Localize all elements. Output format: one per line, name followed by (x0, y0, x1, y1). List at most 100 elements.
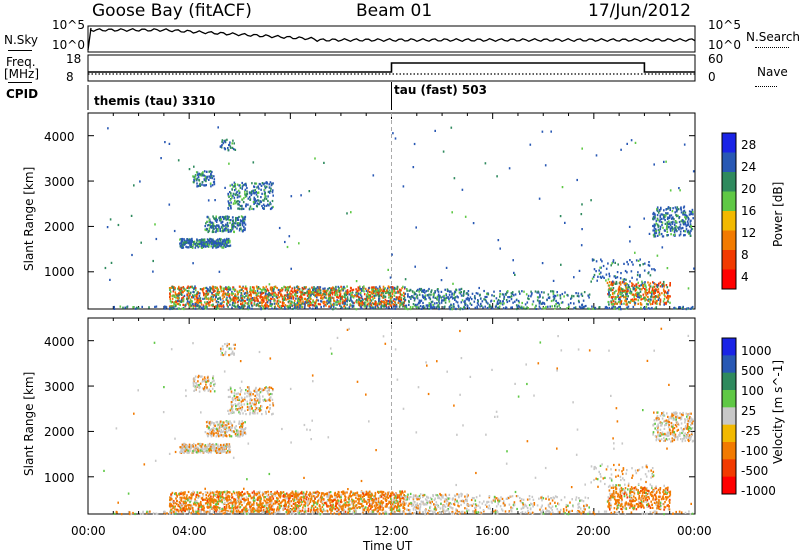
scatter-cell (173, 295, 176, 298)
scatter-cell (256, 290, 259, 293)
scatter-cell (358, 292, 360, 295)
scatter-cell (636, 286, 638, 289)
scatter-cell (642, 293, 645, 296)
scatter-cell (678, 220, 681, 224)
scatter-cell (228, 507, 231, 510)
scatter-cell (366, 303, 369, 306)
scatter-cell (197, 184, 200, 188)
scatter-cell (229, 204, 232, 208)
scatter-cell (568, 305, 570, 308)
scatter-cell (625, 300, 627, 303)
scatter-cell (595, 154, 598, 157)
scatter-cell (339, 292, 342, 295)
scatter-cell (198, 495, 201, 498)
scatter-cell (369, 306, 372, 309)
scatter-cell (268, 204, 270, 207)
scatter-cell (378, 285, 381, 288)
scatter-cell (631, 299, 634, 302)
scatter-cell (186, 246, 188, 249)
scatter-cell (564, 221, 566, 224)
scatter-cell (663, 302, 666, 305)
scatter-cell (612, 280, 614, 283)
scatter-cell (263, 188, 266, 191)
scatter-cell (240, 299, 243, 302)
scatter-cell (553, 294, 556, 297)
scatter-cell (390, 300, 393, 303)
scatter-cell (169, 498, 171, 502)
scatter-cell (273, 302, 276, 305)
scatter-cell (531, 292, 533, 295)
scatter-cell (241, 216, 244, 219)
scatter-cell (211, 298, 214, 301)
scatter-cell (272, 497, 274, 500)
scatter-cell (401, 293, 403, 297)
scatter-cell (216, 494, 219, 497)
scatter-cell (237, 293, 239, 296)
scatter-cell (437, 290, 440, 293)
scatter-cell (532, 300, 535, 303)
scatter-cell (636, 295, 638, 298)
scatter-cell (255, 193, 258, 196)
scatter-cell (614, 282, 617, 285)
scatter-cell (290, 500, 292, 503)
scatter-cell (243, 225, 245, 228)
scatter-cell (669, 208, 671, 211)
scatter-cell (554, 294, 557, 298)
scatter-cell (234, 189, 236, 192)
scatter-cell (274, 291, 276, 294)
scatter-cell (244, 215, 247, 218)
scatter-cell (484, 295, 486, 299)
scatter-cell (239, 227, 242, 230)
scatter-cell (208, 243, 210, 246)
scatter-cell (224, 229, 226, 232)
scatter-cell (352, 301, 354, 304)
scatter-cell (391, 253, 393, 256)
scatter-cell (209, 220, 212, 223)
scatter-cell (381, 304, 384, 307)
scatter-cell (556, 305, 559, 308)
scatter-cell (305, 298, 307, 301)
scatter-cell (448, 298, 450, 301)
scatter-cell (482, 306, 484, 309)
scatter-cell (609, 294, 612, 297)
scatter-cell (211, 177, 213, 180)
scatter-cell (519, 292, 521, 295)
scatter-cell (179, 238, 181, 241)
scatter-cell (308, 305, 311, 308)
scatter-cell (305, 286, 307, 289)
scatter-cell (657, 290, 660, 293)
scatter-cell (634, 302, 637, 305)
scatter-cell (625, 287, 628, 290)
scatter-cell (183, 238, 185, 241)
scatter-cell (424, 294, 427, 297)
scatter-cell (627, 289, 629, 293)
scatter-cell (657, 296, 660, 299)
scatter-cell (344, 291, 347, 294)
scatter-cell (595, 270, 597, 273)
scatter-cell (218, 304, 220, 307)
scatter-cell (693, 267, 695, 270)
scatter-cell (208, 175, 210, 178)
scatter-cell (656, 302, 658, 305)
scatter-cell (285, 298, 287, 301)
scatter-cell (223, 287, 225, 291)
scatter-cell (558, 304, 560, 307)
scatter-cell (262, 203, 265, 206)
cpid-text-2: tau (fast) 503 (394, 83, 487, 97)
scatter-cell (614, 261, 616, 264)
scatter-cell (228, 288, 231, 291)
scatter-cell (276, 499, 278, 502)
scatter-cell (209, 170, 212, 173)
scatter-cell (511, 306, 513, 309)
scatter-cell (181, 506, 183, 509)
scatter-cell (181, 290, 183, 293)
scatter-cell (216, 292, 218, 296)
scatter-cell (310, 506, 313, 509)
scatter-cell (627, 284, 630, 287)
scatter-cell (679, 233, 682, 236)
scatter-cell (667, 223, 670, 226)
scatter-cell (200, 241, 203, 244)
scatter-cell (281, 295, 284, 298)
scatter-cell (669, 284, 671, 287)
scatter-cell (188, 289, 190, 292)
